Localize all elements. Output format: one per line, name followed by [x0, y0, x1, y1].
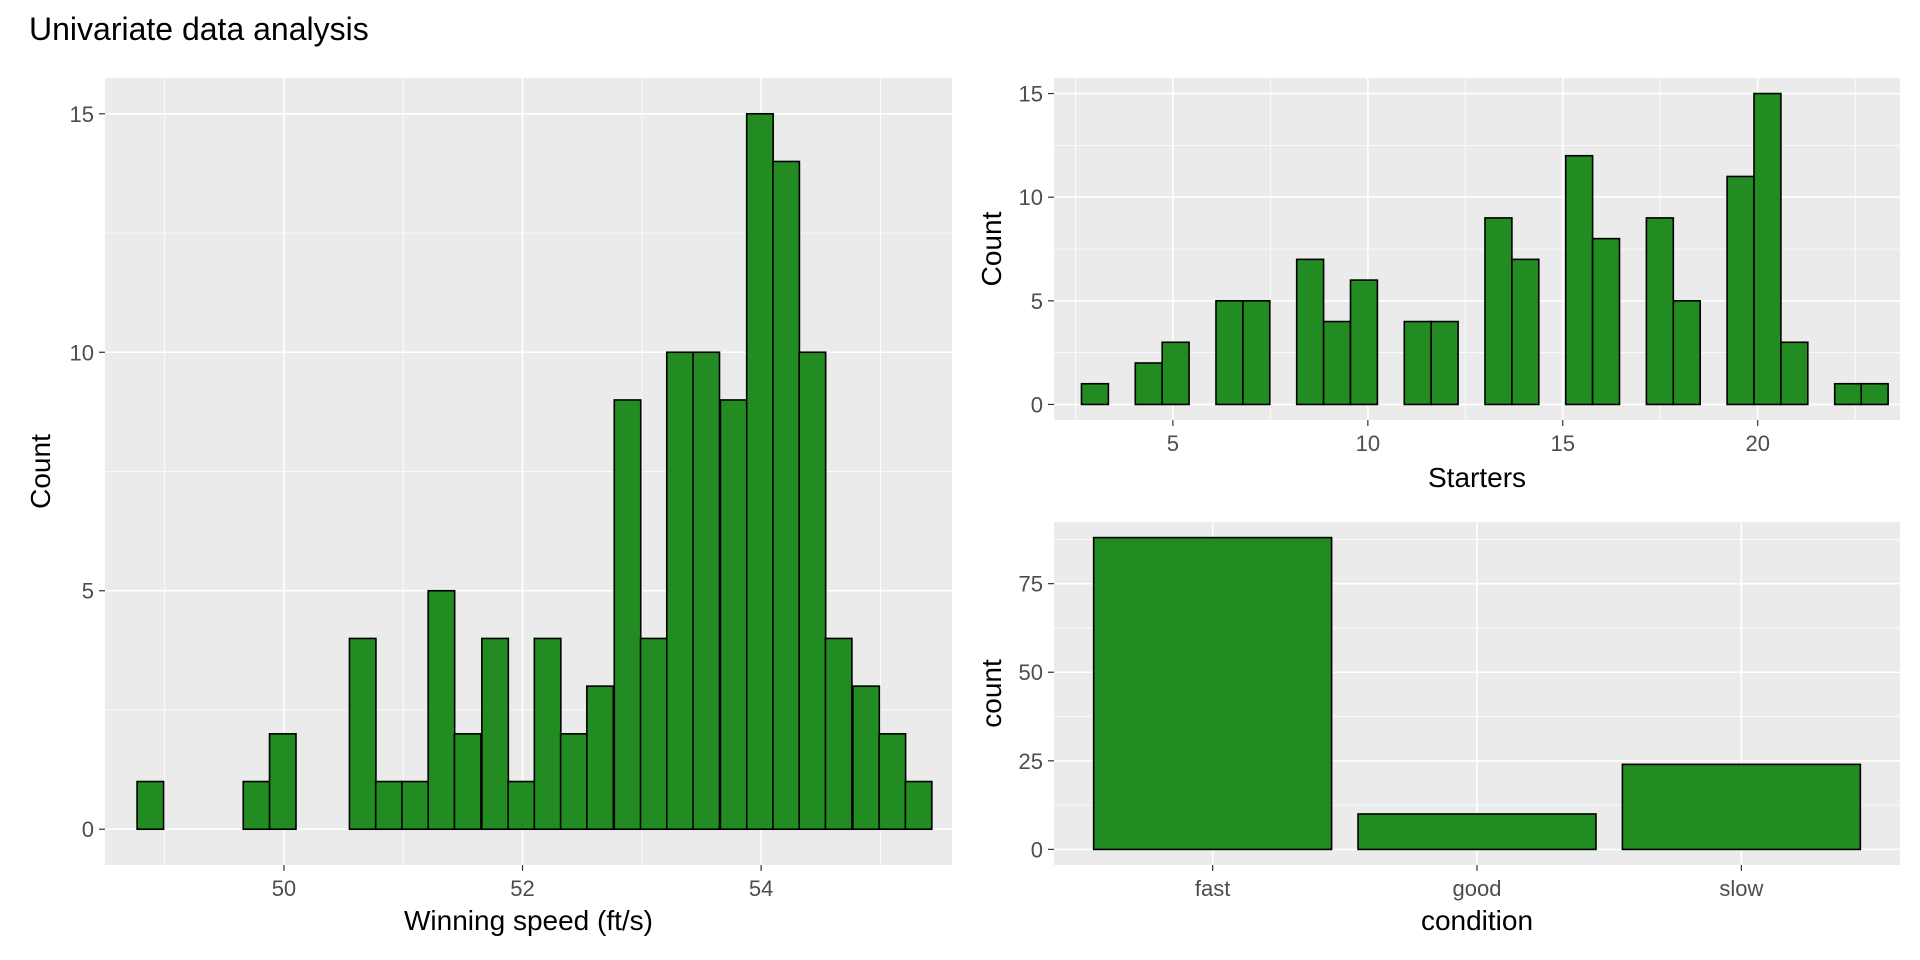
- histogram-bar: [1080, 382, 1110, 406]
- y-tick-label: 15: [1019, 82, 1043, 107]
- histogram-bar: [824, 637, 853, 831]
- y-axis-label: count: [976, 659, 1007, 728]
- histogram-bar: [1161, 341, 1190, 406]
- histogram-bar: [1484, 217, 1513, 406]
- histogram-bar: [772, 160, 801, 831]
- bar-slow: [1621, 763, 1862, 851]
- histogram-bar: [1430, 320, 1459, 406]
- x-tick-label: 10: [1356, 431, 1380, 456]
- histogram-bar: [719, 399, 748, 831]
- x-tick-label: 20: [1745, 431, 1769, 456]
- x-tick-label: 50: [272, 876, 296, 901]
- histogram-bar: [692, 351, 721, 831]
- gridlines: [105, 78, 952, 865]
- bar-chart-condition: 0 25 50 75 fast good slow condition count: [976, 522, 1900, 936]
- y-tick-label: 0: [1031, 837, 1043, 862]
- histogram-bar: [559, 733, 588, 831]
- y-tick-label: 25: [1019, 749, 1043, 774]
- x-axis-label: Starters: [1428, 462, 1526, 493]
- histogram-bar: [852, 685, 881, 831]
- y-tick-label: 5: [82, 579, 94, 604]
- histogram-bar: [1753, 92, 1782, 406]
- histogram-bar: [1349, 279, 1379, 406]
- histogram-bar: [1403, 320, 1432, 406]
- histogram-bar: [1833, 382, 1863, 406]
- x-tick-label: 52: [510, 876, 534, 901]
- y-tick-label: 0: [1031, 392, 1043, 417]
- y-tick-label: 15: [70, 102, 94, 127]
- histogram-bar: [639, 637, 668, 831]
- y-axis-label: Count: [976, 211, 1007, 286]
- bars: [136, 112, 933, 831]
- axis-ticks: 0 5 10 15 5 10 15 20: [1019, 82, 1770, 456]
- histogram-bar: [1295, 258, 1325, 406]
- histogram-bar: [1645, 217, 1675, 406]
- x-tick-label: 5: [1167, 431, 1179, 456]
- histogram-bar: [1860, 382, 1889, 406]
- histogram-bar: [1591, 237, 1621, 406]
- y-tick-label: 0: [82, 817, 94, 842]
- histogram-bar: [136, 780, 165, 831]
- bar-good: [1357, 813, 1597, 851]
- y-tick-label: 10: [1019, 185, 1043, 210]
- histogram-winning-speed: 0 5 10 15 50 52 54 Winning speed (ft/s) Count: [25, 78, 952, 936]
- x-tick-label: fast: [1195, 876, 1230, 901]
- histogram-bar: [1242, 300, 1271, 406]
- histogram-bar: [481, 637, 510, 831]
- x-tick-label: 54: [749, 876, 773, 901]
- histogram-bar: [665, 351, 695, 831]
- histogram-bar: [507, 780, 536, 831]
- histogram-bar: [427, 589, 456, 831]
- histogram-bar: [586, 685, 615, 831]
- histogram-bar: [878, 733, 907, 831]
- bars: [1092, 536, 1862, 851]
- histogram-bar: [1564, 154, 1594, 406]
- axis-ticks: 0 25 50 75 fast good slow: [1019, 572, 1764, 901]
- histogram-bar: [1134, 362, 1163, 406]
- figure-title: Univariate data analysis: [29, 11, 369, 47]
- bars: [1080, 92, 1889, 406]
- histogram-bar: [401, 780, 430, 831]
- y-tick-label: 10: [70, 340, 94, 365]
- histogram-bar: [374, 780, 403, 831]
- x-tick-label: slow: [1719, 876, 1763, 901]
- x-axis-label: Winning speed (ft/s): [404, 905, 653, 936]
- histogram-bar: [268, 733, 297, 831]
- histogram-bar: [242, 780, 271, 831]
- y-tick-label: 5: [1031, 289, 1043, 314]
- histogram-bar: [1322, 320, 1352, 406]
- histogram-bar: [745, 112, 774, 831]
- x-tick-label: good: [1453, 876, 1502, 901]
- bar-fast: [1092, 536, 1333, 851]
- histogram-bar: [348, 637, 377, 831]
- x-axis-label: condition: [1421, 905, 1533, 936]
- histogram-bar: [904, 780, 933, 831]
- histogram-bar: [1215, 300, 1244, 406]
- y-tick-label: 75: [1019, 572, 1043, 597]
- histogram-bar: [798, 351, 827, 831]
- histogram-bar: [533, 637, 562, 831]
- histogram-bar: [1511, 258, 1540, 406]
- axis-ticks: 0 5 10 15 50 52 54: [70, 102, 774, 901]
- histogram-bar: [453, 733, 482, 831]
- histogram-bar: [1672, 300, 1701, 406]
- histogram-bar: [1726, 175, 1755, 406]
- histogram-starters: 0 5 10 15 5 10 15 20 Starters Count: [976, 78, 1900, 493]
- x-tick-label: 15: [1551, 431, 1575, 456]
- histogram-bar: [1780, 341, 1809, 406]
- y-tick-label: 50: [1019, 660, 1043, 685]
- y-axis-label: Count: [25, 434, 56, 509]
- histogram-bar: [613, 399, 642, 831]
